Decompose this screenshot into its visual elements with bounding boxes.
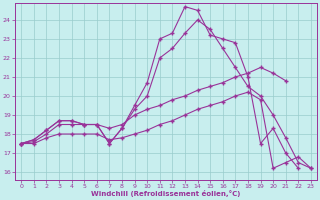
- X-axis label: Windchill (Refroidissement éolien,°C): Windchill (Refroidissement éolien,°C): [92, 190, 241, 197]
